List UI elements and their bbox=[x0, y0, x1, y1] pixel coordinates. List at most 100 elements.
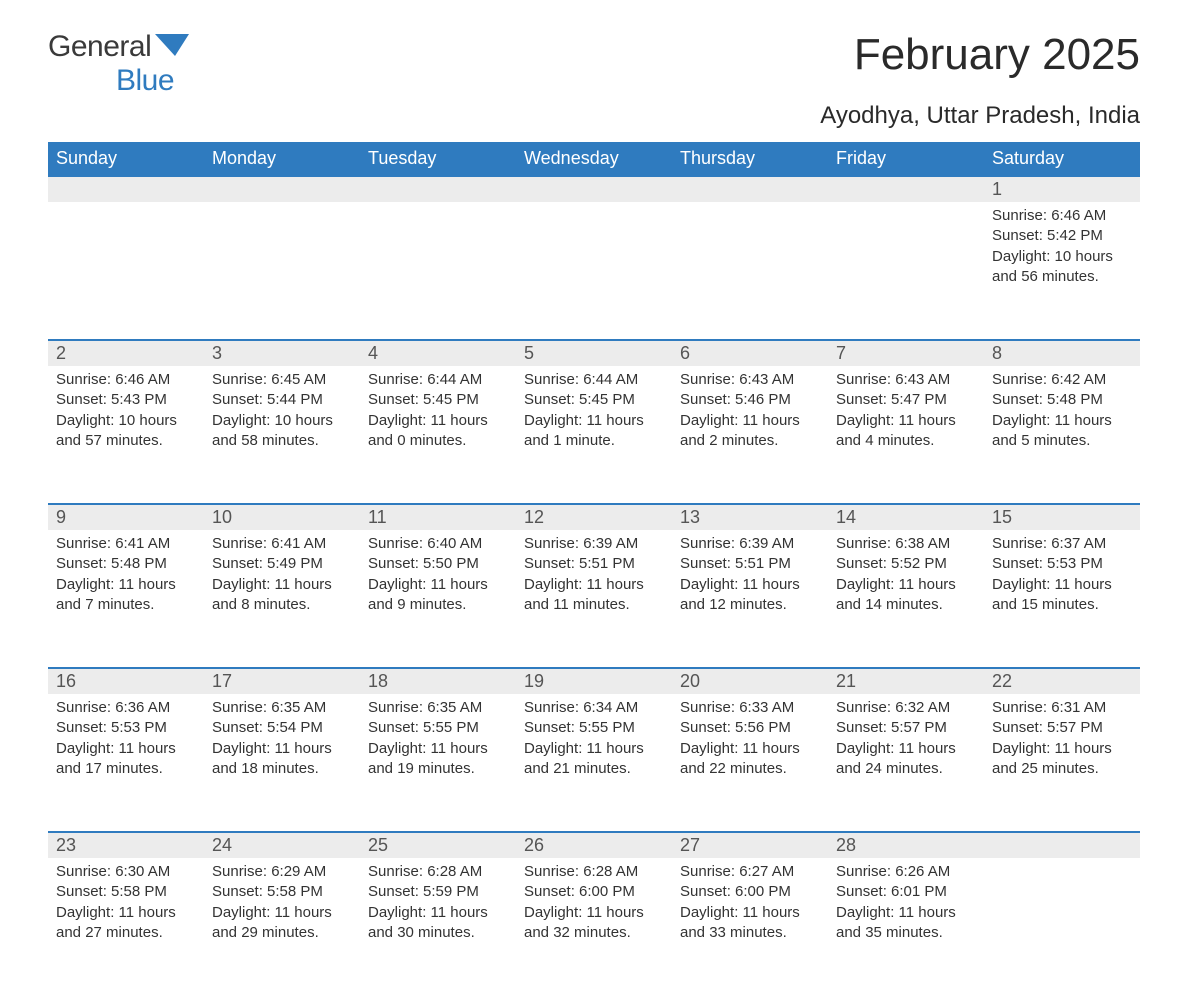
spacer-cell bbox=[48, 658, 1140, 668]
day-number: 14 bbox=[828, 504, 984, 530]
day-details: Sunrise: 6:41 AMSunset: 5:48 PMDaylight:… bbox=[48, 530, 204, 658]
day-number: 23 bbox=[48, 832, 204, 858]
sunset-line: Sunset: 5:58 PM bbox=[212, 882, 352, 902]
day-number: 26 bbox=[516, 832, 672, 858]
sunrise-line: Sunrise: 6:26 AM bbox=[836, 862, 976, 882]
brand-logo: General Blue bbox=[48, 30, 189, 98]
page-title: February 2025 bbox=[854, 30, 1140, 80]
day-number: 18 bbox=[360, 668, 516, 694]
sunrise-line: Sunrise: 6:34 AM bbox=[524, 698, 664, 718]
day-details: Sunrise: 6:26 AMSunset: 6:01 PMDaylight:… bbox=[828, 858, 984, 986]
daylight-line: Daylight: 11 hours and 25 minutes. bbox=[992, 739, 1132, 780]
brand-part1: General bbox=[48, 30, 151, 63]
day-content-row: Sunrise: 6:30 AMSunset: 5:58 PMDaylight:… bbox=[48, 858, 1140, 986]
day-number: 11 bbox=[360, 504, 516, 530]
sunset-line: Sunset: 6:00 PM bbox=[680, 882, 820, 902]
sunset-line: Sunset: 5:58 PM bbox=[56, 882, 196, 902]
sunrise-line: Sunrise: 6:39 AM bbox=[524, 534, 664, 554]
day-content-row: Sunrise: 6:36 AMSunset: 5:53 PM Daylight:… bbox=[48, 694, 1140, 822]
day-number: 4 bbox=[360, 340, 516, 366]
spacer-cell bbox=[48, 330, 1140, 340]
day-details: Sunrise: 6:28 AMSunset: 5:59 PMDaylight:… bbox=[360, 858, 516, 986]
day-details: Sunrise: 6:42 AMSunset: 5:48 PMDaylight:… bbox=[984, 366, 1140, 494]
row-spacer bbox=[48, 494, 1140, 504]
empty-cell bbox=[672, 176, 828, 202]
weekday-header: Sunday bbox=[48, 142, 204, 176]
day-details: Sunrise: 6:38 AMSunset: 5:52 PMDaylight:… bbox=[828, 530, 984, 658]
empty-cell bbox=[360, 176, 516, 202]
sunset-line: Sunset: 5:50 PM bbox=[368, 554, 508, 574]
day-details: Sunrise: 6:40 AMSunset: 5:50 PMDaylight:… bbox=[360, 530, 516, 658]
daylight-line: Daylight: 10 hours and 58 minutes. bbox=[212, 411, 352, 452]
sunset-line: Sunset: 5:51 PM bbox=[680, 554, 820, 574]
day-number: 9 bbox=[48, 504, 204, 530]
sunrise-line: Sunrise: 6:33 AM bbox=[680, 698, 820, 718]
empty-cell bbox=[48, 202, 204, 330]
day-details: Sunrise: 6:46 AMSunset: 5:43 PMDaylight:… bbox=[48, 366, 204, 494]
empty-cell bbox=[48, 176, 204, 202]
sunset-line: Sunset: 5:49 PM bbox=[212, 554, 352, 574]
weekday-header: Thursday bbox=[672, 142, 828, 176]
day-details: Sunrise: 6:44 AMSunset: 5:45 PMDaylight:… bbox=[360, 366, 516, 494]
sunset-line: Sunset: 5:51 PM bbox=[524, 554, 664, 574]
sunset-line: Sunset: 5:42 PM bbox=[992, 226, 1132, 246]
day-number: 3 bbox=[204, 340, 360, 366]
day-details: Sunrise: 6:33 AMSunset: 5:56 PMDaylight:… bbox=[672, 694, 828, 822]
sunrise-line: Sunrise: 6:41 AM bbox=[56, 534, 196, 554]
sunset-line: Sunset: 5:55 PM bbox=[524, 718, 664, 738]
sunset-line: Sunset: 5:54 PM bbox=[212, 718, 352, 738]
day-details: Sunrise: 6:41 AMSunset: 5:49 PMDaylight:… bbox=[204, 530, 360, 658]
day-number: 1 bbox=[984, 176, 1140, 202]
sunset-line: Sunset: 6:01 PM bbox=[836, 882, 976, 902]
sunrise-line: Sunrise: 6:29 AM bbox=[212, 862, 352, 882]
daylight-line: Daylight: 11 hours and 30 minutes. bbox=[368, 903, 508, 944]
sunrise-line: Sunrise: 6:30 AM bbox=[56, 862, 196, 882]
day-number-row: 16171819202122 bbox=[48, 668, 1140, 694]
day-details: Sunrise: 6:28 AMSunset: 6:00 PMDaylight:… bbox=[516, 858, 672, 986]
sunrise-line: Sunrise: 6:45 AM bbox=[212, 370, 352, 390]
sunset-line: Sunset: 5:53 PM bbox=[56, 718, 196, 738]
sunset-line: Sunset: 6:00 PM bbox=[524, 882, 664, 902]
sunset-line: Sunset: 5:44 PM bbox=[212, 390, 352, 410]
weekday-header: Saturday bbox=[984, 142, 1140, 176]
sunset-line: Sunset: 5:55 PM bbox=[368, 718, 508, 738]
row-spacer bbox=[48, 822, 1140, 832]
day-details: Sunrise: 6:43 AMSunset: 5:46 PMDaylight:… bbox=[672, 366, 828, 494]
day-details: Sunrise: 6:37 AMSunset: 5:53 PMDaylight:… bbox=[984, 530, 1140, 658]
daylight-line: Daylight: 11 hours and 7 minutes. bbox=[56, 575, 196, 616]
sunrise-line: Sunrise: 6:35 AM bbox=[212, 698, 352, 718]
weekday-header: Friday bbox=[828, 142, 984, 176]
day-details: Sunrise: 6:35 AMSunset: 5:54 PMDaylight:… bbox=[204, 694, 360, 822]
sunset-line: Sunset: 5:52 PM bbox=[836, 554, 976, 574]
empty-cell bbox=[828, 176, 984, 202]
day-content-row: Sunrise: 6:41 AMSunset: 5:48 PMDaylight:… bbox=[48, 530, 1140, 658]
day-details: Sunrise: 6:45 AMSunset: 5:44 PMDaylight:… bbox=[204, 366, 360, 494]
day-details: Sunrise: 6:39 AMSunset: 5:51 PMDaylight:… bbox=[516, 530, 672, 658]
day-number: 16 bbox=[48, 668, 204, 694]
day-number: 20 bbox=[672, 668, 828, 694]
daylight-line: Daylight: 11 hours and 9 minutes. bbox=[368, 575, 508, 616]
sunset-line: Sunset: 5:53 PM bbox=[992, 554, 1132, 574]
empty-cell bbox=[204, 202, 360, 330]
daylight-line: Daylight: 11 hours and 2 minutes. bbox=[680, 411, 820, 452]
day-details: Sunrise: 6:30 AMSunset: 5:58 PMDaylight:… bbox=[48, 858, 204, 986]
day-number: 6 bbox=[672, 340, 828, 366]
sunrise-line: Sunrise: 6:31 AM bbox=[992, 698, 1132, 718]
day-number: 7 bbox=[828, 340, 984, 366]
daylight-line: Daylight: 11 hours and 29 minutes. bbox=[212, 903, 352, 944]
daylight-line: Daylight: 11 hours and 14 minutes. bbox=[836, 575, 976, 616]
sunset-line: Sunset: 5:56 PM bbox=[680, 718, 820, 738]
sunrise-line: Sunrise: 6:35 AM bbox=[368, 698, 508, 718]
sunrise-line: Sunrise: 6:36 AM bbox=[56, 698, 196, 718]
sunrise-line: Sunrise: 6:44 AM bbox=[368, 370, 508, 390]
sunrise-line: Sunrise: 6:46 AM bbox=[56, 370, 196, 390]
daylight-line: Daylight: 11 hours and 32 minutes. bbox=[524, 903, 664, 944]
brand-name: General Blue bbox=[48, 30, 189, 98]
day-number-row: 9101112131415 bbox=[48, 504, 1140, 530]
daylight-line: Daylight: 11 hours and 19 minutes. bbox=[368, 739, 508, 780]
day-details: Sunrise: 6:36 AMSunset: 5:53 PMDaylight:… bbox=[48, 694, 204, 822]
day-number: 27 bbox=[672, 832, 828, 858]
day-number: 15 bbox=[984, 504, 1140, 530]
day-number: 12 bbox=[516, 504, 672, 530]
day-details: Sunrise: 6:43 AMSunset: 5:47 PMDaylight:… bbox=[828, 366, 984, 494]
